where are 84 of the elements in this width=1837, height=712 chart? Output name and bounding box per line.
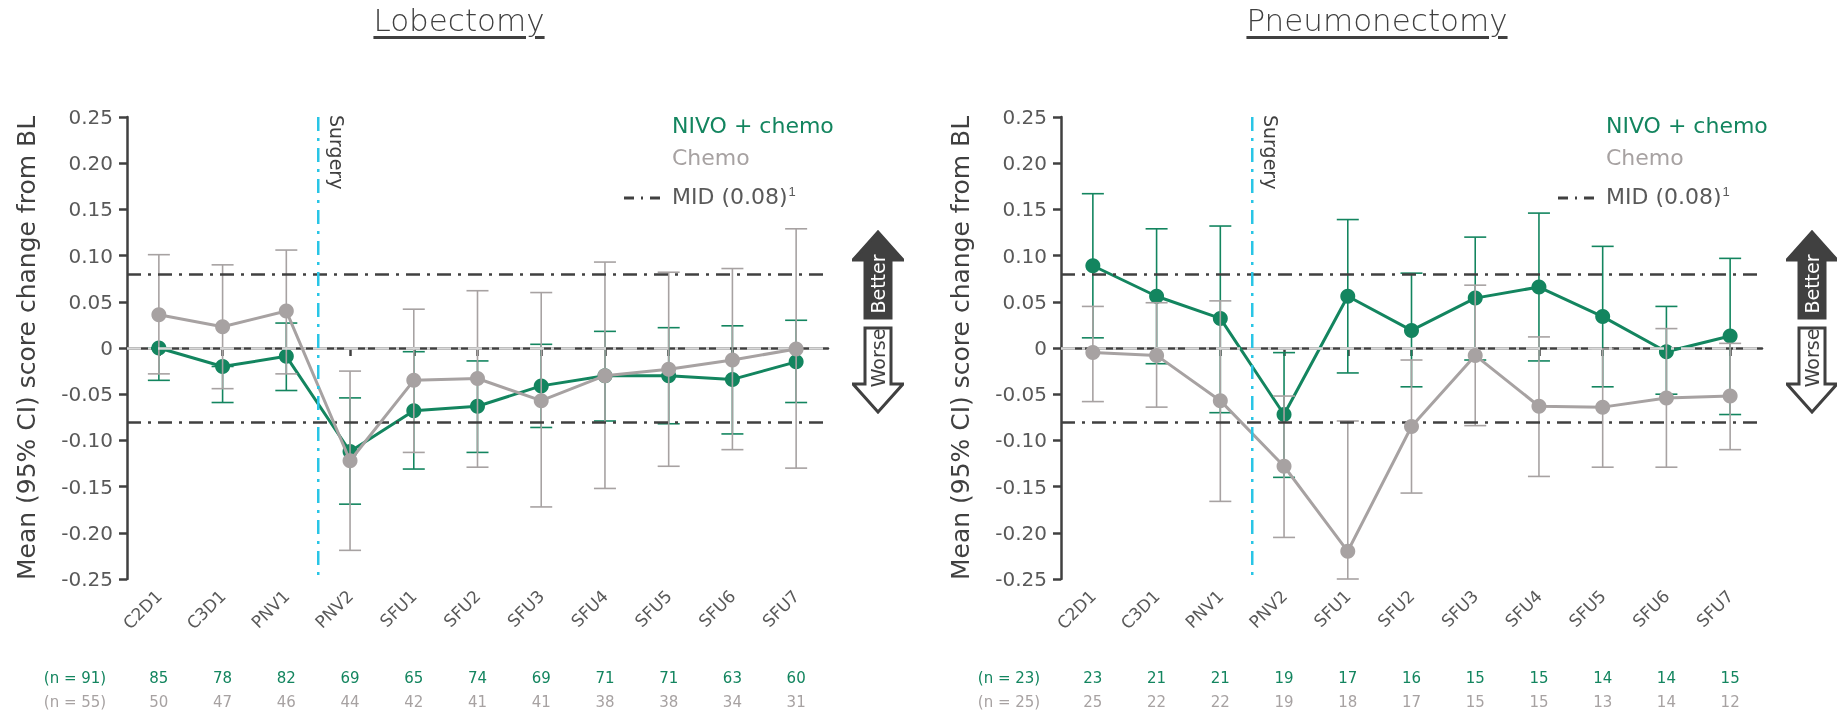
text: 31 xyxy=(786,693,806,711)
text: 15 xyxy=(1720,669,1740,687)
annotation: Surgery xyxy=(326,115,349,190)
text: 41 xyxy=(467,693,488,711)
y-tick-label: -0.15 xyxy=(61,474,113,499)
y-tick-label: -0.25 xyxy=(995,567,1047,591)
text: Worse xyxy=(1801,329,1823,388)
text: 63 xyxy=(722,669,742,687)
text: 46 xyxy=(276,693,296,711)
y-tick-label: 0.10 xyxy=(68,243,113,268)
y-tick-label: -0.10 xyxy=(995,428,1047,453)
text: 82 xyxy=(276,669,296,687)
text: 74 xyxy=(467,669,488,687)
text: 14 xyxy=(1593,669,1613,687)
text: 15 xyxy=(1529,669,1549,687)
y-tick-label: -0.20 xyxy=(995,520,1047,545)
text: 69 xyxy=(340,669,360,687)
y-tick-label: 0.25 xyxy=(1002,105,1047,129)
text: Chemo xyxy=(672,144,750,170)
text: 22 xyxy=(1147,693,1167,711)
chart-title: Pneumonectomy xyxy=(1245,2,1509,38)
text: 14 xyxy=(1656,693,1676,711)
text: 42 xyxy=(404,693,424,711)
y-tick-label: 0 xyxy=(1034,336,1047,360)
text: 19 xyxy=(1274,669,1294,687)
text: 14 xyxy=(1656,669,1676,687)
y-tick-label: -0.15 xyxy=(995,474,1047,499)
text: 25 xyxy=(1083,693,1103,711)
y-tick-label: 0.15 xyxy=(68,197,113,222)
text: 17 xyxy=(1401,693,1422,711)
text: Better xyxy=(867,254,889,314)
text: 21 xyxy=(1210,669,1230,687)
y-tick-label: 0.05 xyxy=(1002,289,1047,314)
text: Chemo xyxy=(1606,144,1684,170)
text: NIVO + chemo xyxy=(1606,112,1768,138)
text: 60 xyxy=(786,669,806,687)
text: 44 xyxy=(340,693,360,711)
text: 38 xyxy=(659,693,679,711)
text: 38 xyxy=(595,693,615,711)
text: 19 xyxy=(1274,693,1294,711)
y-tick-label: 0 xyxy=(100,336,113,360)
y-tick-label: 0.20 xyxy=(1002,151,1047,176)
text: 18 xyxy=(1338,693,1358,711)
text: 47 xyxy=(213,693,233,711)
y-tick-label: -0.20 xyxy=(61,520,113,545)
text: Better xyxy=(1801,254,1823,314)
y-tick-label: -0.10 xyxy=(61,428,113,453)
y-axis-title: Mean (95% CI) score change from BL xyxy=(946,115,975,581)
text: 71 xyxy=(595,669,615,687)
text: 78 xyxy=(213,669,233,687)
annotation: Surgery xyxy=(1260,115,1283,190)
y-tick-label: -0.25 xyxy=(61,567,113,591)
text: 16 xyxy=(1401,669,1422,687)
text: 12 xyxy=(1720,693,1740,711)
text: 71 xyxy=(659,669,679,687)
text: 50 xyxy=(149,693,169,711)
y-tick-label: -0.05 xyxy=(61,382,113,407)
y-axis-title: Mean (95% CI) score change from BL xyxy=(12,115,41,581)
text: 15 xyxy=(1529,693,1549,711)
y-tick-label: 0.15 xyxy=(1002,197,1047,222)
text: 13 xyxy=(1593,693,1613,711)
text: 69 xyxy=(531,669,551,687)
text: 23 xyxy=(1083,669,1103,687)
text: 21 xyxy=(1147,669,1167,687)
text: 17 xyxy=(1338,669,1358,687)
y-tick-label: 0.20 xyxy=(68,151,113,176)
y-tick-label: 0.10 xyxy=(1002,243,1047,268)
text: 15 xyxy=(1465,669,1485,687)
text: (n = 55) xyxy=(43,693,107,711)
text: (n = 23) xyxy=(977,669,1041,687)
text: NIVO + chemo xyxy=(672,112,834,138)
text: 15 xyxy=(1465,693,1485,711)
text: 22 xyxy=(1210,693,1230,711)
text: 85 xyxy=(149,669,169,687)
text: 65 xyxy=(404,669,424,687)
y-tick-label: 0.05 xyxy=(68,289,113,314)
text: Worse xyxy=(867,329,889,388)
text: 34 xyxy=(722,693,742,711)
text: 41 xyxy=(531,693,551,711)
text: (n = 91) xyxy=(43,669,107,687)
text: (n = 25) xyxy=(977,693,1041,711)
y-tick-label: -0.05 xyxy=(995,382,1047,407)
y-tick-label: 0.25 xyxy=(68,105,113,129)
chart-title: Lobectomy xyxy=(372,2,546,38)
